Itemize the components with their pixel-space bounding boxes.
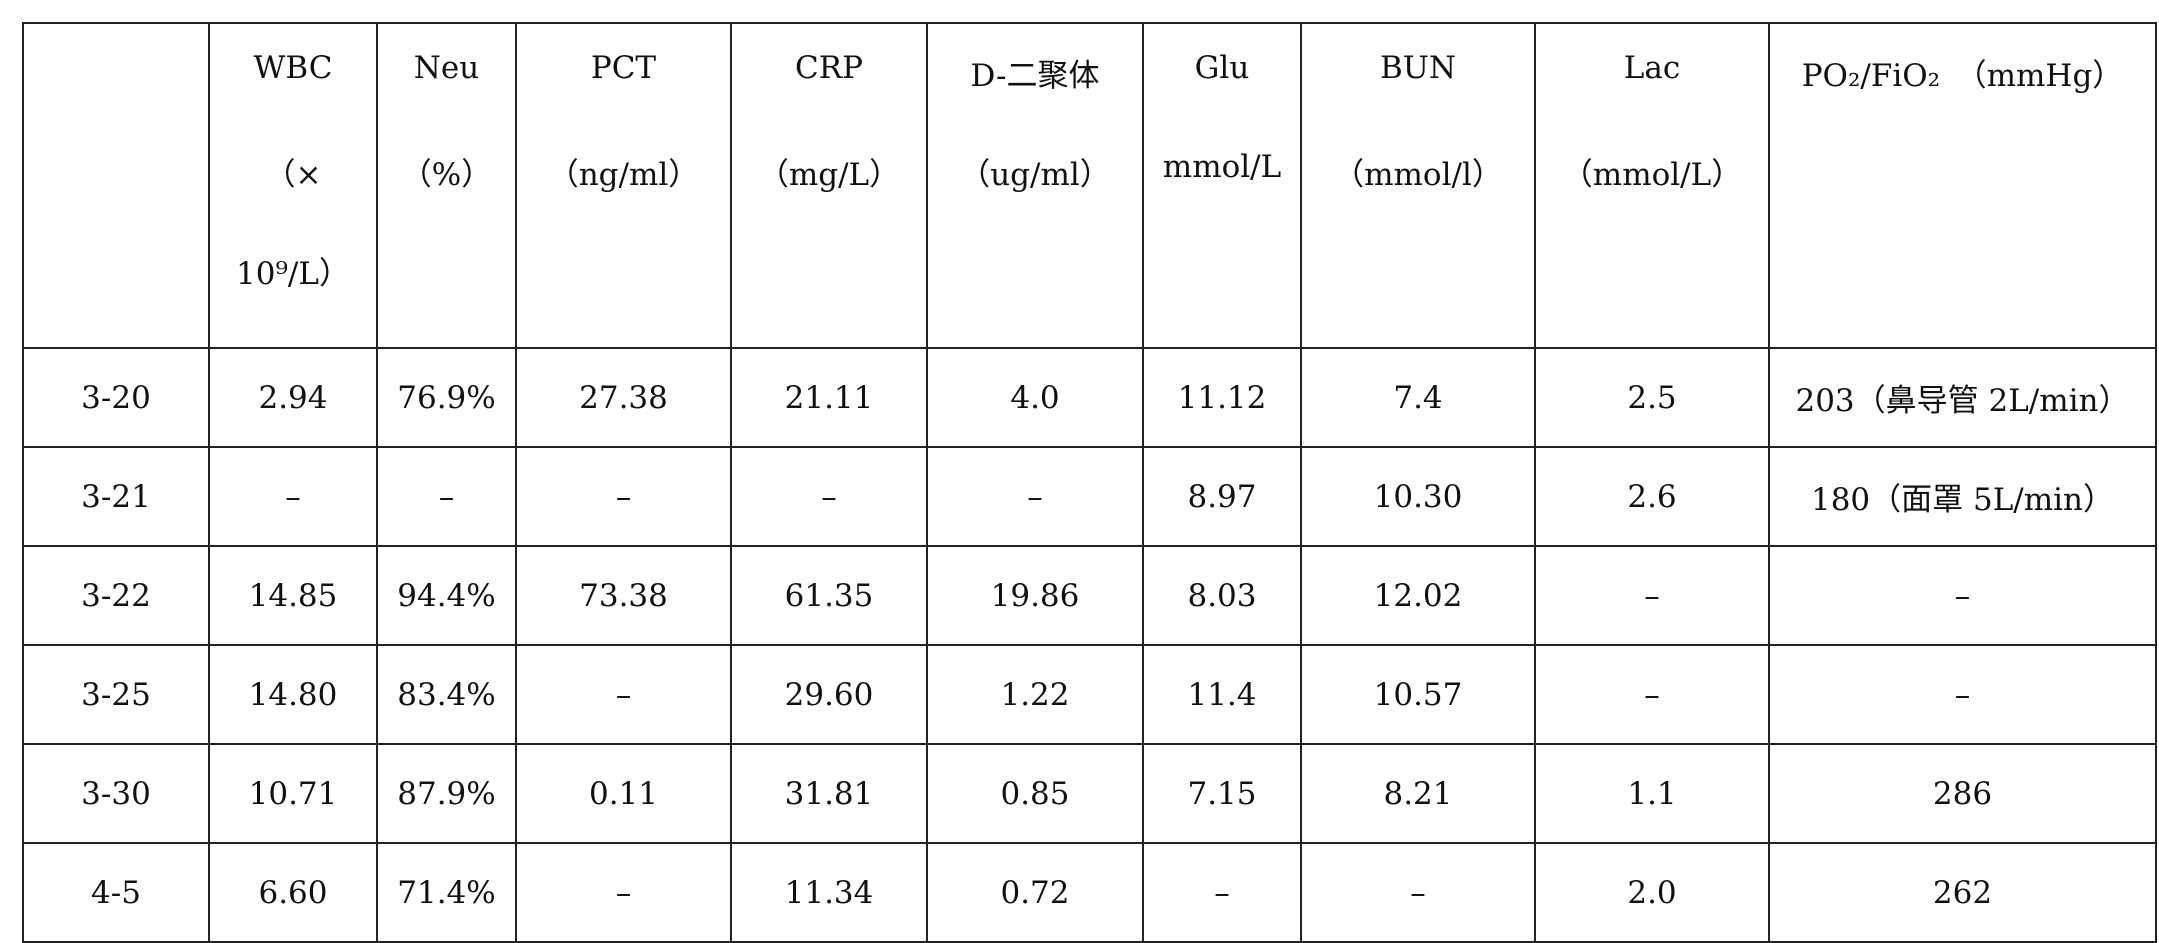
data-row: 3-30 10.71 87.9% 0.11 31.81 0.85 7.15 8.21 1.1 28…	[22, 743, 2157, 844]
date-cell: 3-20	[22, 347, 210, 448]
header-cell: CRP （mg/L）	[730, 22, 928, 349]
value-cell: 7.15	[1142, 743, 1302, 844]
header-line: D-二聚体	[970, 58, 1100, 94]
value-cell: 2.6	[1534, 446, 1770, 547]
header-cell: WBC （× 10⁹/L）	[208, 22, 378, 349]
value-cell: 19.86	[926, 545, 1144, 646]
value-cell: 27.38	[515, 347, 732, 448]
value-cell: 94.4%	[376, 545, 517, 646]
value-cell: –	[1534, 545, 1770, 646]
header-line: （mmol/l）	[1333, 157, 1503, 193]
value-cell: 10.71	[208, 743, 378, 844]
data-row: 4-5 6.60 71.4% –11.34 0.72– –2.0 262	[22, 842, 2157, 943]
value-cell: 14.80	[208, 644, 378, 745]
date-cell: 3-25	[22, 644, 210, 745]
value-cell: 73.38	[515, 545, 732, 646]
value-cell: 286	[1768, 743, 2157, 844]
value-cell: –	[1768, 644, 2157, 745]
header-line: （×	[264, 157, 322, 193]
value-cell: 71.4%	[376, 842, 517, 943]
value-cell: 11.12	[1142, 347, 1302, 448]
header-line: WBC	[253, 50, 333, 86]
value-cell: –	[208, 446, 378, 547]
value-cell: 180（面罩 5L/min）	[1768, 446, 2157, 547]
header-cell: Lac （mmol/L）	[1534, 22, 1770, 349]
table-body: WBC （× 10⁹/L） Neu （%） PCT （ng/ml） CRP （mg/L） D-二聚…	[22, 22, 2157, 943]
header-line: BUN	[1379, 50, 1457, 86]
value-cell: 7.4	[1300, 347, 1536, 448]
value-cell: 1.1	[1534, 743, 1770, 844]
header-cell: D-二聚体 （ug/ml）	[926, 22, 1144, 349]
header-line: （ng/ml）	[547, 157, 700, 193]
value-cell: 262	[1768, 842, 2157, 943]
data-row: 3-25 14.80 83.4% –29.60 1.22 11.4 10.57– –	[22, 644, 2157, 745]
value-cell: –	[926, 446, 1144, 547]
value-cell: –	[1768, 545, 2157, 646]
data-row: 3-22 14.85 94.4% 73.38 61.35 19.86 8.03 12.02– –	[22, 545, 2157, 646]
value-cell: 0.85	[926, 743, 1144, 844]
value-cell: 12.02	[1300, 545, 1536, 646]
value-cell: 1.22	[926, 644, 1144, 745]
header-cell: Neu （%）	[376, 22, 517, 349]
value-cell: 10.57	[1300, 644, 1536, 745]
date-cell: 3-22	[22, 545, 210, 646]
value-cell: 14.85	[208, 545, 378, 646]
lab-table: WBC （× 10⁹/L） Neu （%） PCT （ng/ml） CRP （mg/L） D-二聚…	[22, 22, 2157, 943]
data-row: 3-20 2.94 76.9% 27.38 21.11 4.0 11.12 7.4 2.5 203…	[22, 347, 2157, 448]
value-cell: 61.35	[730, 545, 928, 646]
value-cell: –	[515, 842, 732, 943]
value-cell: –	[376, 446, 517, 547]
value-cell: 87.9%	[376, 743, 517, 844]
header-line: Lac	[1623, 50, 1681, 86]
value-cell: 0.11	[515, 743, 732, 844]
value-cell: 0.72	[926, 842, 1144, 943]
value-cell: –	[1142, 842, 1302, 943]
header-cell: Glu mmol/L	[1142, 22, 1302, 349]
header-line: （mmol/L）	[1561, 157, 1743, 193]
header-line: CRP	[795, 50, 863, 86]
header-line: Neu	[413, 50, 480, 86]
header-line: PCT	[590, 50, 657, 86]
header-line: Glu	[1194, 50, 1250, 86]
corner-cell	[22, 22, 210, 349]
header-line: （ug/ml）	[959, 157, 1111, 193]
header-cell: BUN （mmol/l）	[1300, 22, 1536, 349]
date-cell: 4-5	[22, 842, 210, 943]
value-cell: 31.81	[730, 743, 928, 844]
header-line: （%）	[400, 157, 493, 193]
value-cell: 11.34	[730, 842, 928, 943]
value-cell: –	[515, 644, 732, 745]
value-cell: 8.21	[1300, 743, 1536, 844]
date-cell: 3-21	[22, 446, 210, 547]
value-cell: 76.9%	[376, 347, 517, 448]
value-cell: 11.4	[1142, 644, 1302, 745]
header-row: WBC （× 10⁹/L） Neu （%） PCT （ng/ml） CRP （mg/L） D-二聚…	[22, 22, 2157, 349]
value-cell: –	[1300, 842, 1536, 943]
value-cell: 2.5	[1534, 347, 1770, 448]
value-cell: 2.94	[208, 347, 378, 448]
value-cell: 2.0	[1534, 842, 1770, 943]
value-cell: –	[515, 446, 732, 547]
value-cell: 4.0	[926, 347, 1144, 448]
value-cell: 10.30	[1300, 446, 1536, 547]
value-cell: 29.60	[730, 644, 928, 745]
header-line: （mg/L）	[757, 157, 901, 193]
header-line: PO₂/FiO₂ （mmHg）	[1801, 58, 2124, 94]
value-cell: 6.60	[208, 842, 378, 943]
value-cell: 8.03	[1142, 545, 1302, 646]
date-cell: 3-30	[22, 743, 210, 844]
value-cell: 8.97	[1142, 446, 1302, 547]
header-cell: PO₂/FiO₂ （mmHg）	[1768, 22, 2157, 349]
header-line: mmol/L	[1162, 149, 1282, 185]
value-cell: 203（鼻导管 2L/min）	[1768, 347, 2157, 448]
data-row: 3-21– – – – –8.97 10.30 2.6 180（面罩 5L/min）	[22, 446, 2157, 547]
header-cell: PCT （ng/ml）	[515, 22, 732, 349]
value-cell: 83.4%	[376, 644, 517, 745]
value-cell: –	[730, 446, 928, 547]
value-cell: –	[1534, 644, 1770, 745]
header-line: 10⁹/L）	[236, 256, 350, 292]
value-cell: 21.11	[730, 347, 928, 448]
